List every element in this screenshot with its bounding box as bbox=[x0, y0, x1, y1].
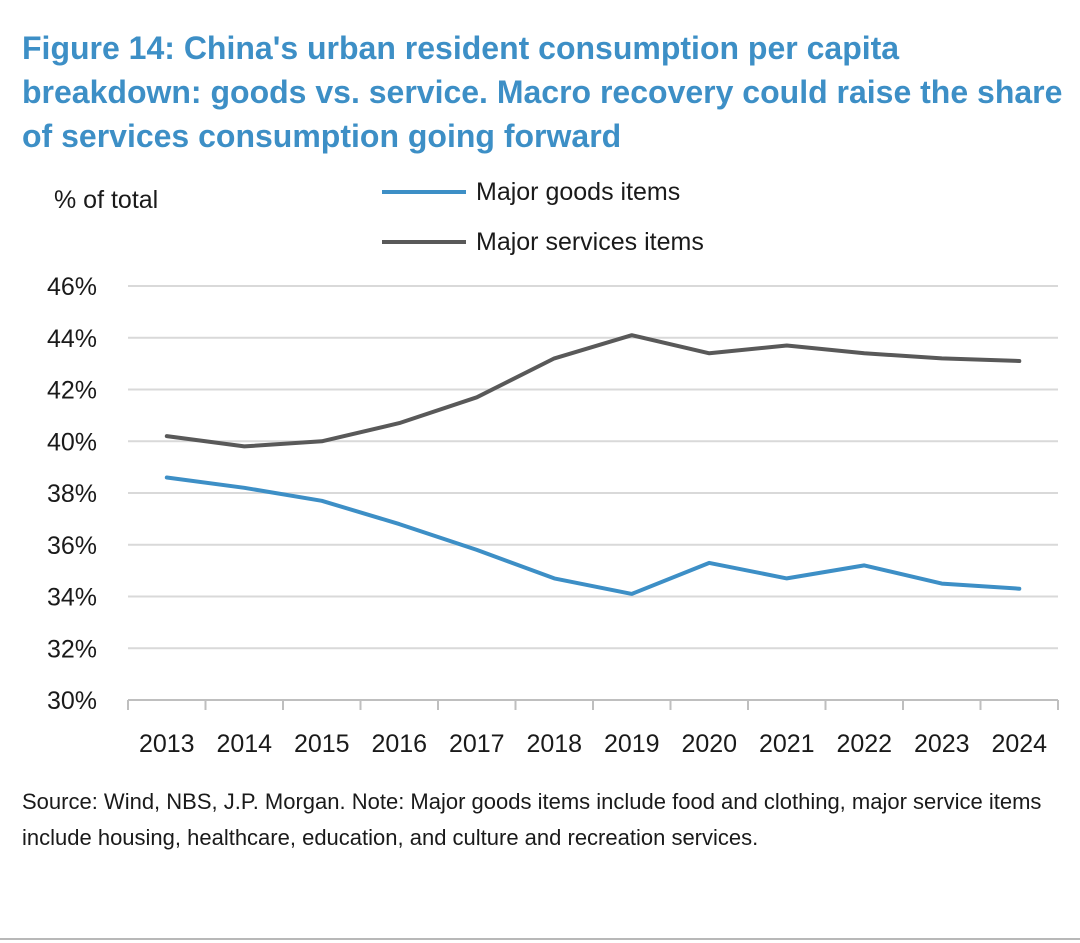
x-tick-label: 2015 bbox=[294, 730, 350, 758]
bottom-divider bbox=[0, 938, 1080, 940]
x-tick-label: 2016 bbox=[371, 730, 427, 758]
y-tick-label: 42% bbox=[47, 377, 97, 405]
x-tick-label: 2021 bbox=[759, 730, 815, 758]
legend: Major goods items Major services items bbox=[382, 178, 704, 256]
y-tick-label: 34% bbox=[47, 584, 97, 612]
y-axis-label: % of total bbox=[54, 186, 158, 214]
source-note: Source: Wind, NBS, J.P. Morgan. Note: Ma… bbox=[22, 789, 1042, 850]
line-chart: 30% 32% 34% 36% 38% 40% 42% 44% 46% 2013 2014 2015… bbox=[47, 178, 1059, 758]
services-series-line bbox=[164, 333, 1022, 449]
x-axis-tick-labels: 2013 2014 2015 2016 2017 2018 2019 2020 2021 2022… bbox=[139, 730, 1047, 758]
y-tick-label: 38% bbox=[47, 480, 97, 508]
x-tick-label: 2013 bbox=[139, 730, 195, 758]
gridlines bbox=[128, 285, 1058, 650]
y-tick-label: 36% bbox=[47, 532, 97, 560]
y-tick-label: 30% bbox=[47, 687, 97, 715]
goods-series-line bbox=[164, 475, 1022, 596]
legend-label: Major goods items bbox=[476, 178, 680, 206]
series-lines bbox=[164, 333, 1022, 596]
x-tick-label: 2017 bbox=[449, 730, 505, 758]
x-tick-label: 2022 bbox=[836, 730, 892, 758]
y-axis-tick-labels: 30% 32% 34% 36% 38% 40% 42% 44% 46% bbox=[47, 273, 97, 715]
x-tick-label: 2023 bbox=[914, 730, 970, 758]
x-axis bbox=[127, 699, 1059, 710]
x-tick-label: 2018 bbox=[526, 730, 582, 758]
legend-label: Major services items bbox=[476, 228, 704, 256]
x-tick-label: 2024 bbox=[991, 730, 1047, 758]
x-tick-label: 2014 bbox=[216, 730, 272, 758]
y-tick-label: 40% bbox=[47, 428, 97, 456]
y-tick-label: 46% bbox=[47, 273, 97, 301]
chart-title: Figure 14: China's urban resident consum… bbox=[22, 30, 1063, 154]
y-tick-label: 44% bbox=[47, 325, 97, 353]
x-tick-label: 2020 bbox=[681, 730, 737, 758]
y-tick-label: 32% bbox=[47, 635, 97, 663]
x-tick-label: 2019 bbox=[604, 730, 660, 758]
